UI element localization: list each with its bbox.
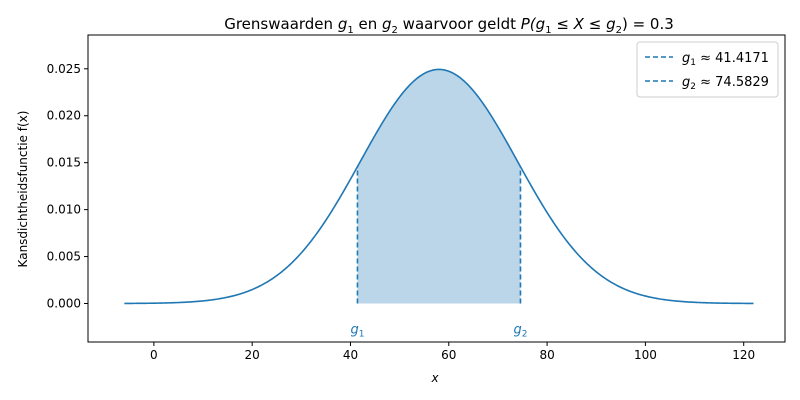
y-tick-label: 0.000: [47, 297, 81, 311]
title-suffix-text: waarvoor geldt: [398, 15, 521, 33]
legend-g1-base: g: [682, 51, 690, 66]
shaded-probability-area: [357, 69, 521, 304]
legend-g1-text: ≈ 41.4171: [696, 51, 769, 66]
chart-title: Grenswaarden g1 en g2 waarvoor geldt P(g…: [224, 15, 674, 36]
legend-g1-sub: 1: [690, 58, 696, 68]
x-tick-label: 120: [732, 348, 755, 362]
title-g1-sub: 1: [347, 25, 353, 36]
title-prob-mid: ≤ X ≤: [552, 15, 607, 33]
g1-marker-label: g1: [350, 323, 364, 340]
density-curve: [124, 68, 754, 305]
title-g1-base: g: [338, 15, 348, 33]
x-tick-label: 100: [634, 348, 657, 362]
g2-marker-base: g: [513, 323, 521, 338]
x-tick-label: 40: [343, 348, 358, 362]
legend: g1 ≈ 41.4171 g2 ≈ 74.5829: [636, 41, 779, 98]
g1-marker-sub: 1: [359, 330, 365, 340]
ticks-layer: 0 20 40 60 80 100 120 0.000 0.005 0.010 0.015 0.020…: [47, 62, 756, 362]
y-tick-label: 0.010: [47, 203, 81, 217]
title-prob-g1-sub: 1: [545, 25, 551, 36]
title-prob-g2-sub: 2: [616, 25, 622, 36]
x-tick-label: 0: [150, 348, 158, 362]
legend-box: [636, 41, 779, 98]
legend-g2-base: g: [682, 75, 690, 90]
legend-g2-sub: 2: [690, 82, 696, 92]
y-tick-label: 0.020: [47, 109, 81, 123]
legend-g1-label: g1 ≈ 41.4171: [682, 51, 769, 68]
g1-marker-base: g: [350, 323, 358, 338]
x-tick-label: 60: [441, 348, 456, 362]
x-tick-label: 20: [245, 348, 260, 362]
g2-marker-label: g2: [513, 323, 527, 340]
y-tick-label: 0.025: [47, 62, 81, 76]
x-axis-label: x: [430, 371, 439, 385]
legend-g2-text: ≈ 74.5829: [696, 75, 769, 90]
title-g2-base: g: [382, 15, 392, 33]
y-tick-label: 0.005: [47, 250, 81, 264]
plot-layer: g1 g2: [124, 68, 754, 340]
title-prob-end: ) = 0.3: [622, 15, 674, 33]
title-g2-sub: 2: [392, 25, 398, 36]
title-prob-g2: g: [606, 15, 616, 33]
title-prob-g1: g: [536, 15, 546, 33]
x-tick-label: 80: [539, 348, 554, 362]
title-prob-start: P(: [521, 15, 537, 33]
axes-frame: [87, 34, 786, 343]
title-prefix: Grenswaarden: [224, 15, 338, 33]
title-mid: en: [354, 15, 382, 33]
y-tick-label: 0.015: [47, 156, 81, 170]
g2-marker-sub: 2: [522, 330, 528, 340]
legend-g2-label: g2 ≈ 74.5829: [682, 75, 769, 92]
y-axis-label: Kansdichtheidsfunctie f(x): [16, 111, 30, 268]
